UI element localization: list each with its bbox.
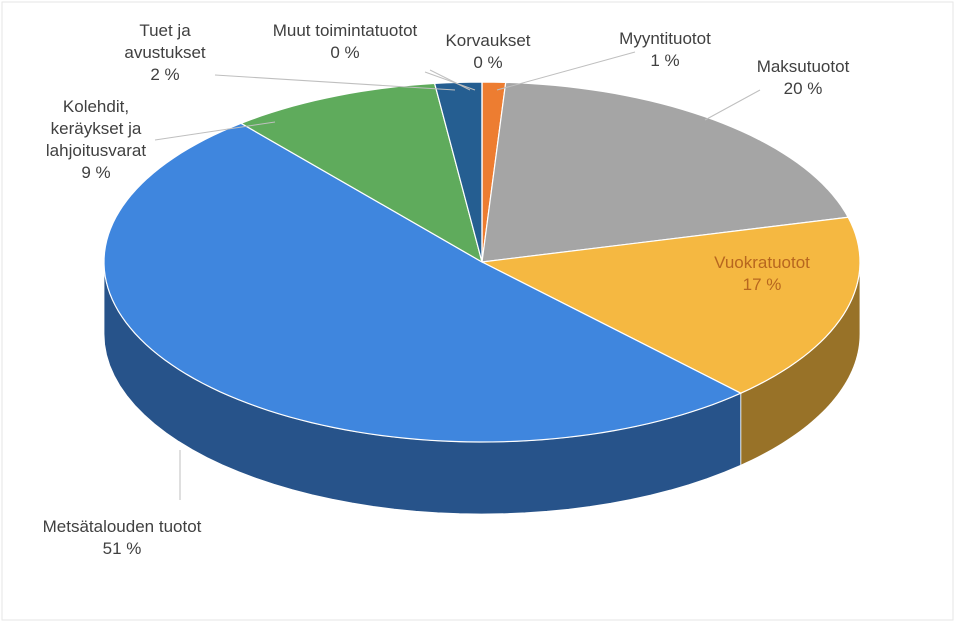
slice-label: Tuet ja avustukset 2 %: [110, 20, 220, 86]
percent-label: 2 %: [150, 65, 180, 84]
category-name: Tuet ja avustukset: [124, 21, 206, 62]
slice-label: Myyntituotot 1 %: [595, 28, 735, 72]
leader-line: [704, 89, 761, 121]
slice: [481, 81, 850, 263]
percent-label: 20 %: [783, 79, 823, 98]
leader-line: [496, 51, 636, 91]
category-name: Metsätalouden tuotot: [42, 517, 202, 536]
slice: [103, 122, 743, 443]
category-name: Myyntituotot: [619, 29, 711, 48]
category-name: Vuokratuotot: [714, 253, 810, 272]
slice-label: Maksutuotot 20 %: [728, 56, 878, 100]
percent-label: 1 %: [650, 51, 680, 70]
leader-line: [214, 74, 456, 91]
slice: [239, 82, 483, 264]
percent-label: 0 %: [473, 53, 503, 72]
slice-label: Metsätalouden tuotot 51 %: [37, 516, 207, 560]
percent-label: 9 %: [81, 163, 111, 182]
slice: [479, 216, 861, 394]
percent-label: 51 %: [102, 539, 142, 558]
leader-line: [154, 121, 276, 141]
slice-label: Kolehdit, keräykset ja lahjoitusvarat 9 %: [26, 96, 166, 184]
leader-line: [424, 71, 476, 91]
slice-label: Muut toimintatuotot 0 %: [270, 20, 420, 64]
category-name: Korvaukset: [445, 31, 531, 50]
percent-label: 17 %: [742, 275, 782, 294]
category-name: Muut toimintatuotot: [272, 21, 418, 40]
percent-label: 0 %: [330, 43, 360, 62]
category-name: Maksutuotot: [756, 57, 850, 76]
slice-label: Korvaukset 0 %: [428, 30, 548, 74]
category-name: Kolehdit, keräykset ja lahjoitusvarat: [45, 97, 147, 160]
slice-label: Vuokratuotot 17 %: [692, 252, 832, 296]
leader-line: [429, 69, 471, 91]
